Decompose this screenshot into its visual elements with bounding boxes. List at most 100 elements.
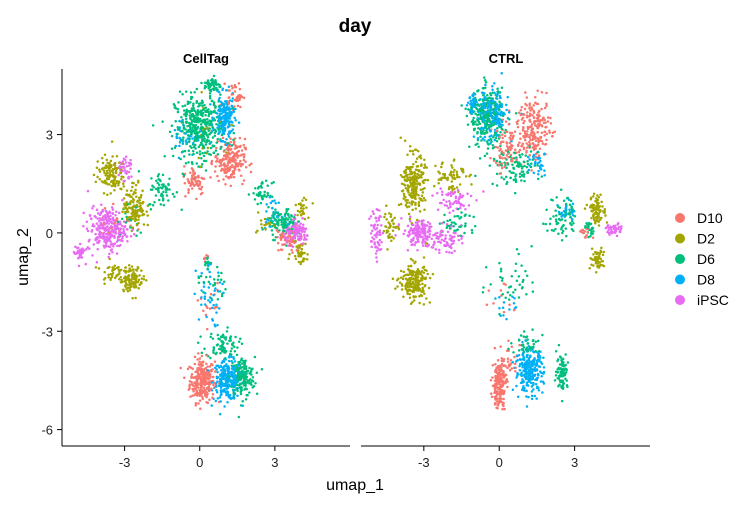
point-d2 [298, 244, 301, 247]
point-d8 [228, 106, 231, 109]
point-d2 [124, 204, 127, 207]
point-d6 [190, 96, 193, 99]
point-d6 [493, 158, 496, 161]
point-d8 [209, 283, 212, 286]
point-d6 [240, 359, 243, 362]
point-ipsc [114, 228, 117, 231]
point-d6 [206, 267, 209, 270]
point-ipsc [126, 165, 129, 168]
point-d6 [214, 107, 217, 110]
point-d6 [184, 150, 187, 153]
point-d2 [411, 150, 414, 153]
point-d10 [223, 82, 226, 85]
point-d10 [237, 105, 240, 108]
point-ipsc [616, 235, 619, 238]
point-d8 [220, 379, 223, 382]
point-d8 [224, 116, 227, 119]
point-d6 [246, 394, 249, 397]
point-ipsc [375, 220, 378, 223]
point-d10 [197, 372, 200, 375]
point-d2 [103, 282, 106, 285]
point-ipsc [447, 207, 450, 210]
point-d10 [187, 180, 190, 183]
point-ipsc [104, 210, 107, 213]
point-ipsc [86, 227, 89, 230]
point-d2 [105, 173, 108, 176]
point-d2 [135, 184, 138, 187]
point-d6 [207, 136, 210, 139]
point-d2 [300, 251, 303, 254]
point-ipsc [297, 235, 300, 238]
point-d8 [269, 225, 272, 228]
point-d10 [102, 223, 105, 226]
point-d10 [238, 82, 241, 85]
point-d6 [188, 141, 191, 144]
point-d8 [221, 390, 224, 393]
point-d6 [530, 150, 533, 153]
point-d6 [162, 183, 165, 186]
point-d6 [218, 122, 221, 125]
point-d10 [229, 138, 232, 141]
point-d8 [503, 301, 506, 304]
point-d8 [532, 382, 535, 385]
point-d6 [474, 225, 477, 228]
point-d6 [200, 157, 203, 160]
point-ipsc [98, 220, 101, 223]
point-d8 [541, 391, 544, 394]
point-d6 [530, 245, 533, 248]
point-ipsc [123, 158, 126, 161]
point-d6 [463, 232, 466, 235]
point-d6 [256, 393, 259, 396]
point-d6 [193, 130, 196, 133]
point-d2 [103, 271, 106, 274]
point-d10 [243, 179, 246, 182]
point-d8 [216, 380, 219, 383]
point-d2 [199, 166, 202, 169]
point-ipsc [100, 211, 103, 214]
point-d10 [507, 360, 510, 363]
point-d10 [203, 390, 206, 393]
point-d10 [530, 169, 533, 172]
point-d6 [479, 157, 482, 160]
point-d10 [206, 382, 209, 385]
point-d6 [537, 151, 540, 154]
point-d6 [236, 370, 239, 373]
point-d6 [254, 187, 256, 190]
point-d8 [227, 133, 230, 136]
point-d6 [158, 173, 161, 176]
point-ipsc [110, 225, 113, 228]
point-d6 [561, 232, 564, 235]
point-d6 [277, 224, 280, 227]
point-d6 [135, 206, 138, 209]
point-d8 [223, 405, 226, 408]
point-d10 [505, 131, 508, 134]
point-d10 [202, 377, 205, 380]
point-ipsc [303, 230, 306, 233]
point-d8 [203, 285, 206, 288]
point-d6 [248, 391, 251, 394]
point-d10 [229, 153, 232, 156]
point-ipsc [74, 252, 77, 255]
point-d10 [488, 289, 491, 292]
point-d10 [223, 150, 226, 153]
point-d6 [138, 170, 141, 173]
point-d6 [516, 248, 519, 251]
point-d8 [225, 383, 228, 386]
point-ipsc [293, 228, 296, 231]
point-d10 [206, 365, 209, 368]
point-d8 [186, 137, 189, 140]
point-d10 [526, 130, 529, 133]
point-d6 [265, 195, 268, 198]
point-d8 [214, 287, 217, 290]
point-ipsc [451, 252, 454, 255]
point-d2 [415, 207, 418, 210]
point-ipsc [94, 216, 97, 219]
point-d6 [287, 213, 290, 216]
point-d6 [200, 275, 203, 278]
point-ipsc [79, 256, 82, 259]
point-d8 [221, 109, 224, 112]
point-d6 [185, 90, 188, 93]
point-d8 [217, 271, 220, 274]
point-d6 [223, 281, 226, 284]
